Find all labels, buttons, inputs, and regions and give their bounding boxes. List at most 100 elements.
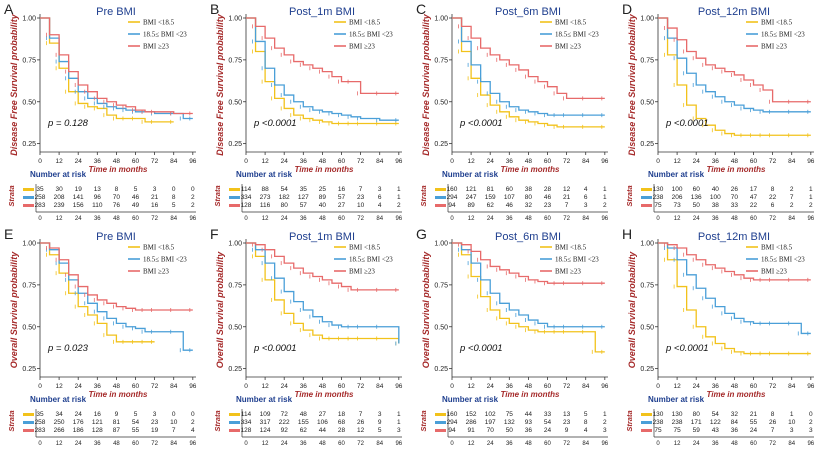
panel-g-risk-cell: 160	[447, 411, 458, 418]
panel-f-risk-time-label: 0	[244, 441, 248, 447]
panel-b-risk-time-label: 24	[281, 216, 288, 222]
panel-c-risk-time-label: 36	[506, 216, 513, 222]
panel-e-risk-cell: 87	[113, 427, 121, 434]
panel-b-risk-cell: 127	[298, 194, 309, 201]
panel-e-risk-cell: 4	[191, 427, 195, 434]
panel-d-ytick-label: 1.00	[640, 16, 654, 23]
panel-c-xtick-label: 0	[450, 158, 454, 165]
panel-b-risk-cell: 3	[378, 186, 382, 193]
panel-d-risk-cell: 238	[653, 194, 664, 201]
panel-a-ytick-label: 0.25	[22, 141, 36, 148]
panel-c-risk-time-label: 0	[450, 216, 454, 222]
panel-h-risk-time-label: 84	[788, 441, 795, 447]
panel-c-risk-cell: 94	[448, 202, 456, 209]
panel-g-risk-cell: 9	[565, 427, 569, 434]
panel-c-risk-time-label: 48	[525, 216, 532, 222]
panel-b-risk-cell: 2	[397, 202, 401, 209]
panel-a-risk-cell: 208	[54, 194, 65, 201]
panel-c-risk-time-label: 60	[544, 216, 551, 222]
panel-h-series-0	[658, 242, 811, 355]
panel-g-ylabel: Overall Survival probability	[421, 251, 431, 369]
panel-g-risk-time-label: 36	[506, 441, 513, 447]
panel-a-legend-label: BMI <18.5	[143, 19, 175, 27]
panel-b-ytick-label: 1.00	[228, 16, 242, 23]
panel-a-risk-time-label: 72	[151, 216, 158, 222]
panel-f-risk-cell: 317	[260, 419, 271, 426]
panel-c-xtick-label: 48	[525, 158, 533, 165]
panel-c-risk-strata-swatch	[435, 196, 446, 199]
panel-a-risk-cell: 258	[35, 194, 46, 201]
panel-h-legend-label: 18.5≤ BMI <23	[761, 256, 805, 264]
panel-g-risk-cell: 13	[563, 411, 571, 418]
panel-a-risk-time-label: 48	[113, 216, 120, 222]
panel-e-risk-cell: 266	[54, 427, 65, 434]
panel-h-risk-cell: 3	[809, 427, 813, 434]
panel-c-letter: C	[416, 1, 426, 17]
panel-d-risk-cell: 136	[691, 194, 702, 201]
panel-d-risk-cell: 73	[673, 202, 681, 209]
panel-e-risk-strata-swatch	[23, 429, 34, 432]
panel-c-ytick-label: 0.25	[434, 141, 448, 148]
panel-g-ytick-label: 0.75	[434, 282, 448, 289]
panel-d-risk-time-label: 60	[750, 216, 757, 222]
panel-c-xtick-label: 60	[544, 158, 552, 165]
panel-e-legend-label: BMI ≥23	[143, 268, 169, 276]
panel-c-legend-label: 18.5≤ BMI <23	[555, 31, 599, 39]
panel-c-risk-cell: 46	[506, 202, 514, 209]
panel-b-pvalue: p <0.0001	[253, 118, 297, 129]
panel-f-series-1	[246, 242, 400, 344]
panel-e-strata-label: Strata	[7, 410, 16, 431]
panel-e-risk-time-label: 36	[94, 441, 101, 447]
panel-f-xtick-label: 12	[261, 383, 269, 390]
panel-e-risk-time-label: 12	[56, 441, 63, 447]
panel-f-letter: F	[210, 226, 219, 242]
panel-g-risk-cell: 70	[487, 427, 495, 434]
panel-g-risk-cell: 294	[447, 419, 458, 426]
panel-h-ytick-label: 1.00	[640, 241, 654, 248]
panel-b-legend-label: 18.5≤ BMI <23	[349, 31, 393, 39]
panel-h-risk-time-label: 12	[674, 441, 681, 447]
panel-c-risk-time-label: 24	[487, 216, 494, 222]
panel-c-xtick-label: 96	[601, 158, 609, 165]
panel-b-legend-label: BMI ≥23	[349, 43, 375, 51]
panel-e-legend-label: 18.5≤ BMI <23	[143, 256, 187, 264]
panel-c-risk-cell: 121	[466, 186, 477, 193]
panel-e-risk-cell: 128	[92, 427, 103, 434]
panel-e-xtick-label: 48	[113, 383, 121, 390]
panel-a-xtick-label: 24	[75, 158, 83, 165]
panel-d-legend-label: BMI ≥23	[761, 43, 787, 51]
panel-g-risk-cell: 8	[584, 419, 588, 426]
panel-c-risk-time-label: 72	[563, 216, 570, 222]
panel-c-ytick-label: 0.75	[434, 57, 448, 64]
panel-g-xlabel: Time in months	[501, 390, 561, 399]
panel-h-xtick-label: 60	[750, 383, 758, 390]
panel-b-risk-cell: 7	[359, 186, 363, 193]
panel-h-risk-cell: 84	[731, 419, 739, 426]
panel-d-risk-time-label: 24	[693, 216, 700, 222]
panel-a-xtick-label: 12	[55, 158, 63, 165]
panel-h-xtick-label: 72	[769, 383, 777, 390]
panel-f-ytick-label: 0.50	[228, 324, 242, 331]
panel-f-risk-time-label: 60	[338, 441, 345, 447]
panel-e-risk-cell: 0	[191, 411, 195, 418]
panel-h-legend-label: BMI <18.5	[761, 244, 793, 252]
panel-e-ytick-label: 0.25	[22, 366, 36, 373]
panel-h-risk-cell: 0	[809, 411, 813, 418]
panel-b-risk-cell: 4	[378, 202, 382, 209]
panel-a-risk-cell: 96	[94, 194, 102, 201]
panel-c-strata-label: Strata	[419, 185, 428, 206]
panel-e-xtick-label: 72	[151, 383, 159, 390]
panel-c-risk-cell: 6	[584, 194, 588, 201]
panel-g-xtick-label: 72	[563, 383, 571, 390]
panel-b-ytick-label: 0.25	[228, 141, 242, 148]
panel-d-xlabel: Time in months	[707, 165, 767, 174]
panel-f-risk-cell: 28	[338, 427, 346, 434]
panel-h-risk-title: Number at risk	[648, 395, 705, 404]
panel-e-risk-cell: 258	[35, 419, 46, 426]
panel-h-strata-label: Strata	[625, 410, 634, 431]
panel-f-xtick-label: 24	[281, 383, 289, 390]
panel-h-risk-strata-swatch	[641, 413, 652, 416]
panel-d-risk-strata-swatch	[641, 188, 652, 191]
panel-a-xtick-label: 0	[38, 158, 42, 165]
panel-f-risk-strata-swatch	[229, 429, 240, 432]
